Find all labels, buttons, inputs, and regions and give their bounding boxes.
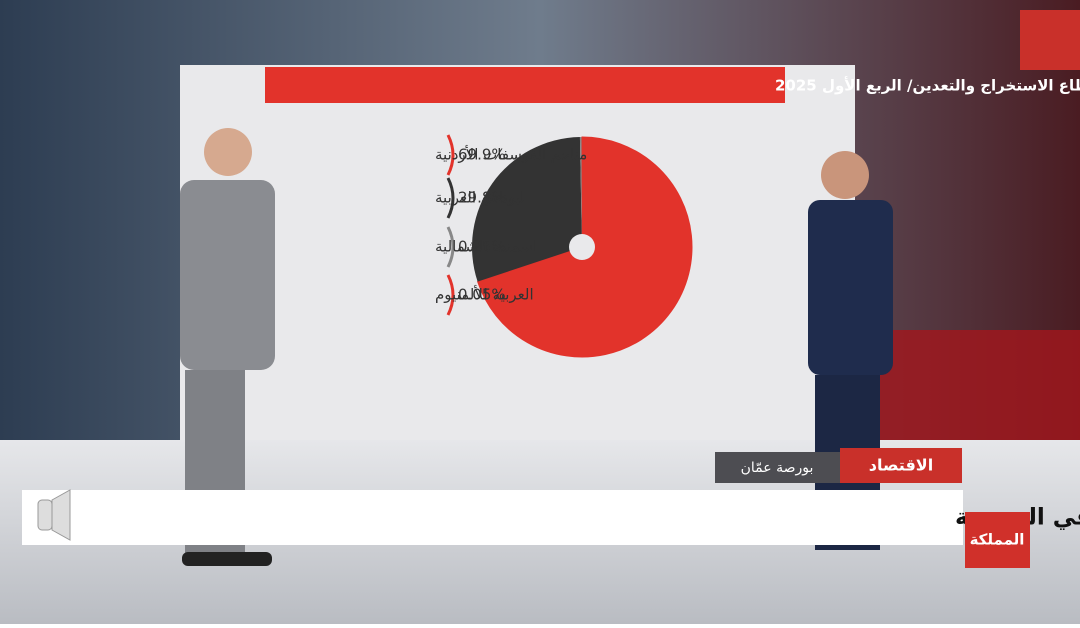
value-label: 0.05%: [458, 286, 506, 304]
headline-box: [22, 490, 963, 545]
pie-hole: [569, 234, 595, 260]
title-box: [265, 67, 785, 103]
value-label: 29.8%: [458, 189, 506, 207]
value-label: 0.25%: [458, 238, 506, 256]
decor: [1020, 10, 1080, 70]
value-label: 69.9%: [458, 146, 506, 164]
logo: المملكة: [970, 531, 1025, 549]
tag-label: بورصة عمّان: [741, 460, 814, 476]
section-label: الاقتصاد: [869, 456, 933, 475]
chart-title: حصة الأرباح في قطاع الاستخراج والتعدين/ …: [775, 77, 1080, 95]
